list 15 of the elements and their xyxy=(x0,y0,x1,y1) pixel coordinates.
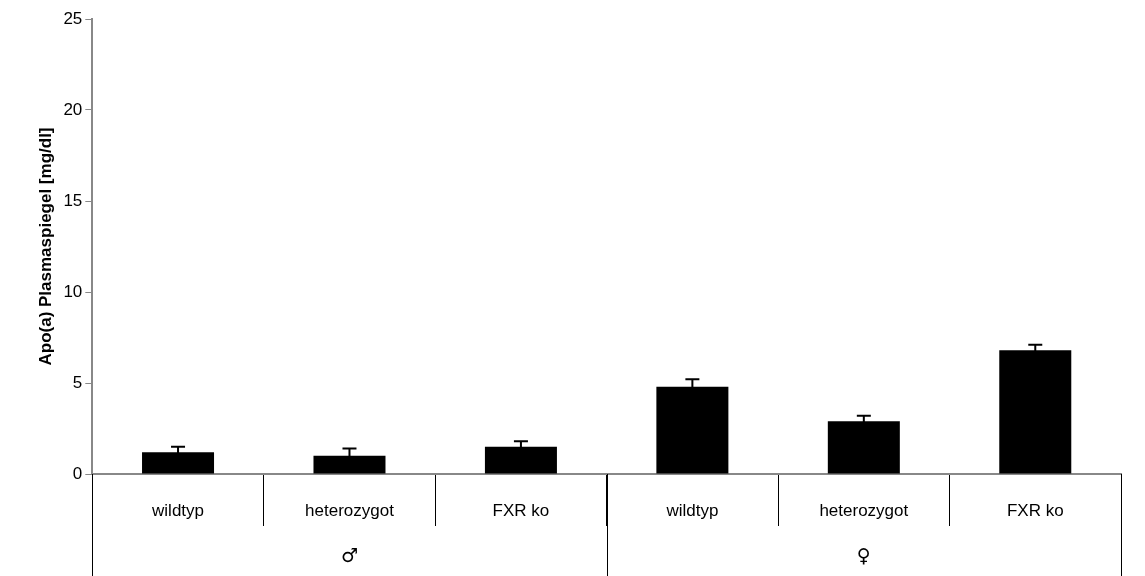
y-tick-label: 15 xyxy=(63,190,83,210)
y-tick-label: 25 xyxy=(63,8,83,28)
x-tick-label: heterozygot xyxy=(819,500,909,520)
y-tick-label: 5 xyxy=(72,372,83,392)
x-tick-label: heterozygot xyxy=(305,500,395,520)
y-tick-label: 20 xyxy=(63,99,83,119)
x-tick-label: FXR ko xyxy=(1006,500,1064,520)
text: ♀ xyxy=(856,543,871,566)
y-tick-label: 0 xyxy=(72,463,83,483)
x-tick-label: wildtyp xyxy=(151,500,205,520)
text: ♂ xyxy=(340,543,359,566)
y-tick-label: 10 xyxy=(63,281,83,301)
x-tick-label: FXR ko xyxy=(492,500,550,520)
y-axis-title: Apo(a) Plasmaspiegel [mg/dl] xyxy=(35,127,55,366)
x-tick-label: wildtyp xyxy=(665,500,719,520)
